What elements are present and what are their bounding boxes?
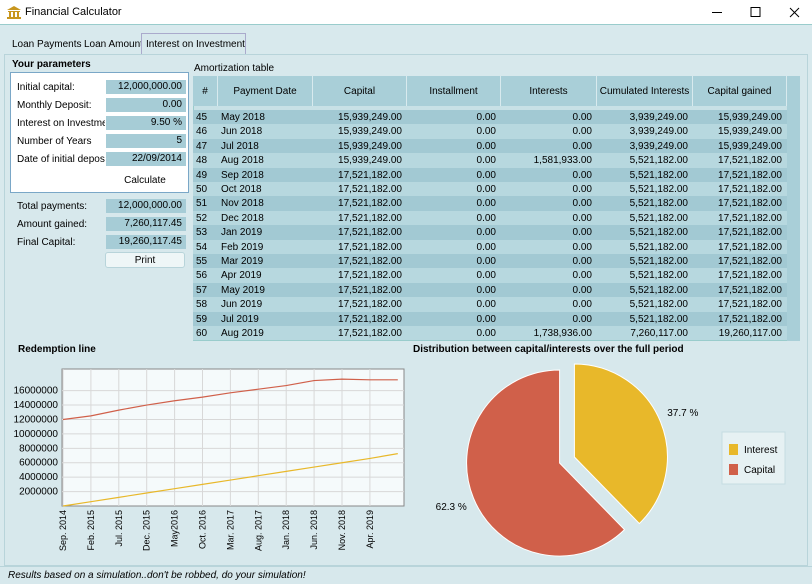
y-tick-label: 4000000	[19, 472, 58, 483]
y-tick-label: 14000000	[14, 400, 59, 411]
data-label: 37.7 %	[667, 408, 698, 419]
legend-box	[722, 432, 785, 484]
y-tick-label: 6000000	[19, 458, 58, 469]
y-tick-label: 12000000	[14, 414, 59, 425]
x-tick-label: Nov. 2018	[337, 510, 347, 550]
x-tick-label: Oct. 2016	[198, 510, 208, 549]
x-tick-label: May2016	[170, 510, 180, 547]
data-label: 62.3 %	[436, 502, 467, 513]
x-tick-label: Feb. 2015	[86, 510, 96, 551]
y-tick-label: 10000000	[14, 429, 59, 440]
x-tick-label: Jul. 2015	[114, 510, 124, 547]
x-tick-label: Mar. 2017	[225, 510, 235, 550]
legend-label: Capital	[744, 465, 775, 476]
x-tick-label: Dec. 2015	[142, 510, 152, 551]
y-tick-label: 8000000	[19, 443, 58, 454]
x-tick-label: Sep. 2014	[58, 510, 68, 551]
legend-label: Interest	[744, 445, 778, 456]
legend-swatch	[729, 444, 738, 455]
x-tick-label: Apr. 2019	[365, 510, 375, 549]
y-tick-label: 16000000	[14, 386, 59, 397]
x-tick-label: Jan. 2018	[281, 510, 291, 550]
legend-swatch	[729, 464, 738, 475]
x-tick-label: Aug. 2017	[253, 510, 263, 551]
x-tick-label: Jun. 2018	[309, 510, 319, 550]
plot-area	[62, 369, 404, 506]
y-tick-label: 2000000	[19, 487, 58, 498]
